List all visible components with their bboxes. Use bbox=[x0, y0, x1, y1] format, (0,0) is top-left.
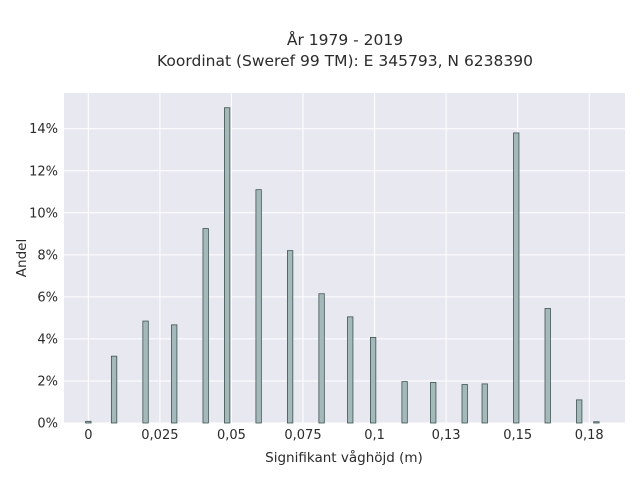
chart-title-line-2: Koordinat (Sweref 99 TM): E 345793, N 62… bbox=[157, 52, 533, 70]
plot-area bbox=[64, 93, 625, 423]
x-tick-label: 0,025 bbox=[141, 428, 178, 443]
y-tick-label: 12% bbox=[29, 164, 58, 179]
x-tick-label: 0 bbox=[84, 428, 92, 443]
y-tick-label: 14% bbox=[29, 122, 58, 137]
x-tick-label: 0,05 bbox=[217, 428, 246, 443]
histogram-bar bbox=[142, 320, 149, 424]
histogram-bar bbox=[544, 308, 551, 424]
histogram-bar bbox=[347, 316, 354, 424]
y-axis-label: Andel bbox=[14, 239, 30, 277]
bars bbox=[85, 107, 600, 424]
y-tick-label: 10% bbox=[29, 206, 58, 221]
histogram-bar bbox=[85, 420, 92, 424]
chart-title-line-1: År 1979 - 2019 bbox=[287, 30, 403, 49]
x-tick-label: 0,075 bbox=[284, 428, 321, 443]
x-tick-label: 0,15 bbox=[503, 428, 532, 443]
histogram-bar bbox=[202, 228, 209, 424]
x-axis-label: Signifikant våghöjd (m) bbox=[265, 449, 423, 466]
y-tick-label: 8% bbox=[37, 248, 58, 263]
histogram-bar bbox=[430, 382, 437, 424]
x-tick-label: 0,18 bbox=[575, 428, 604, 443]
y-tick-label: 6% bbox=[37, 290, 58, 305]
grid-lines bbox=[64, 93, 625, 424]
histogram-bar bbox=[461, 384, 468, 424]
x-tick-label: 0,13 bbox=[432, 428, 461, 443]
histogram-bar bbox=[171, 324, 178, 424]
histogram-bar bbox=[593, 421, 600, 424]
histogram-bar bbox=[255, 189, 262, 424]
y-tick-label: 4% bbox=[37, 332, 58, 347]
histogram-bar bbox=[576, 399, 583, 424]
histogram-bar bbox=[110, 355, 118, 424]
histogram-bar bbox=[286, 250, 294, 424]
histogram-bar bbox=[224, 107, 231, 424]
histogram-bar bbox=[513, 132, 520, 424]
y-tick-labels: 0% 2% 4% 6% 8% 10% 12% 14% bbox=[29, 122, 58, 431]
x-tick-labels: 0 0,025 0,05 0,075 0,1 0,13 0,15 0,18 bbox=[84, 428, 604, 443]
histogram-bar bbox=[481, 383, 488, 424]
y-tick-label: 0% bbox=[37, 417, 58, 432]
x-tick-label: 0,1 bbox=[364, 428, 385, 443]
histogram-bar bbox=[401, 381, 408, 424]
y-tick-label: 2% bbox=[37, 374, 58, 389]
histogram-bar bbox=[370, 337, 377, 424]
histogram-bar bbox=[318, 293, 325, 424]
